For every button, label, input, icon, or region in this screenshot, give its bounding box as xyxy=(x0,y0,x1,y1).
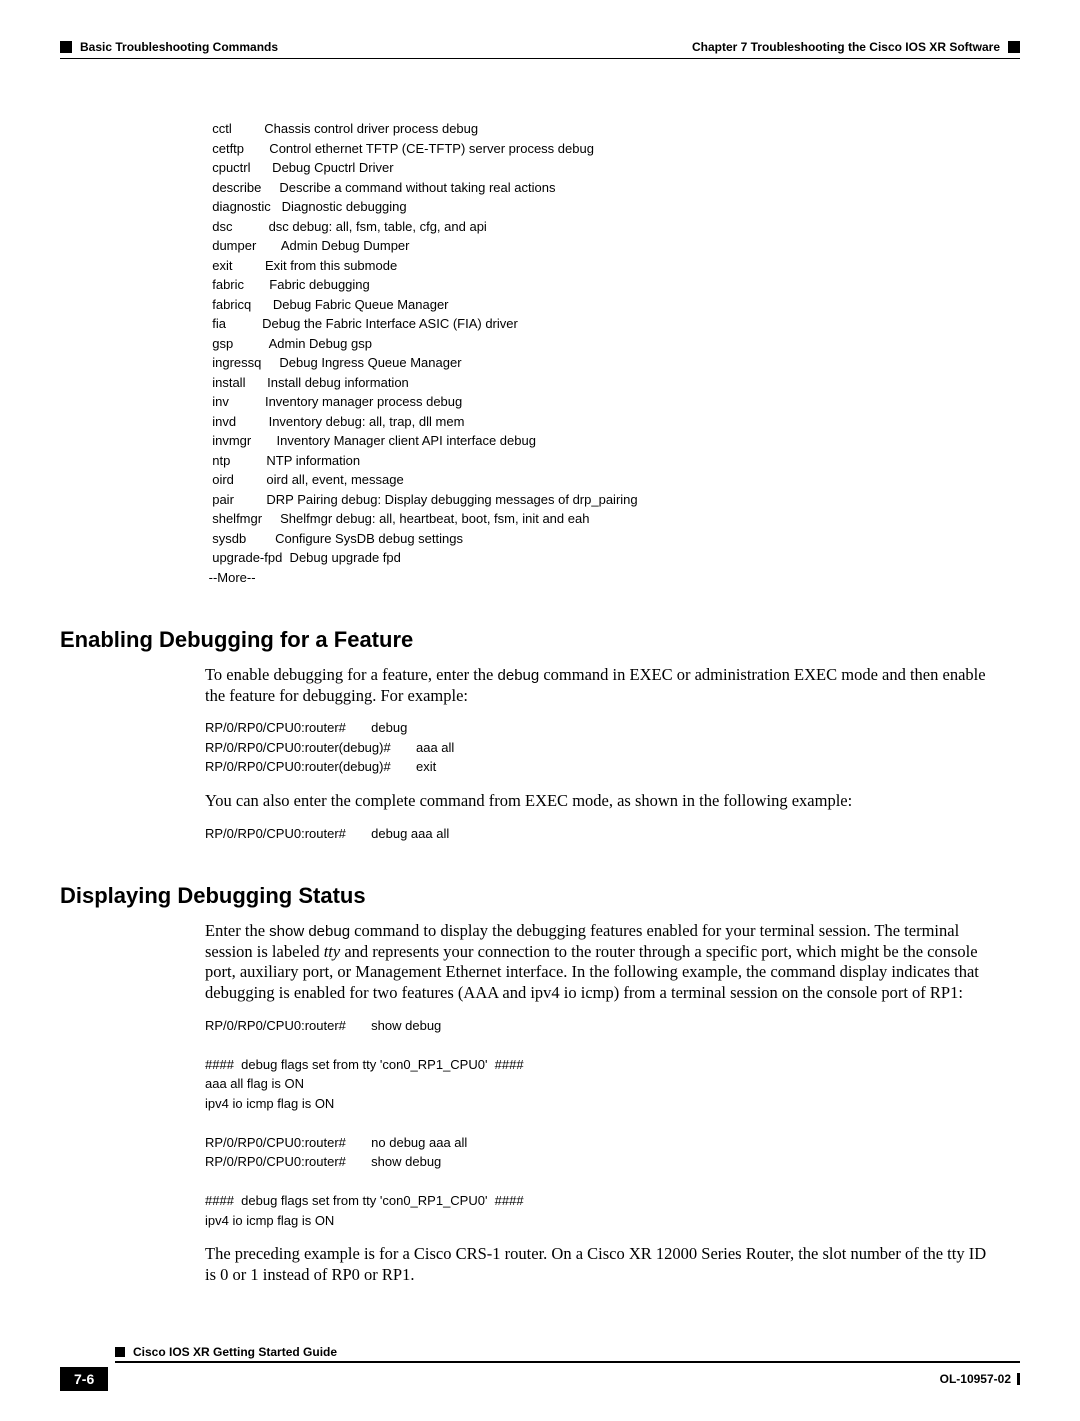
section-heading-displaying: Displaying Debugging Status xyxy=(60,883,1020,909)
section-heading-enabling: Enabling Debugging for a Feature xyxy=(60,627,1020,653)
section2-paragraph2: The preceding example is for a Cisco CRS… xyxy=(205,1244,1000,1285)
ol-bar-icon xyxy=(1017,1373,1020,1385)
header-marker-icon xyxy=(60,41,72,53)
footer-marker-icon xyxy=(115,1347,125,1357)
header-marker-icon xyxy=(1008,41,1020,53)
section1-code1: RP/0/RP0/CPU0:router# debug RP/0/RP0/CPU… xyxy=(205,718,1020,777)
footer-divider xyxy=(115,1361,1020,1363)
show-debug-command-inline: show debug xyxy=(269,923,350,940)
debug-command-inline: debug xyxy=(498,667,540,684)
document-ol-number: OL-10957-02 xyxy=(940,1372,1020,1386)
section1-paragraph2: You can also enter the complete command … xyxy=(205,791,1000,812)
section2-code1: RP/0/RP0/CPU0:router# show debug #### de… xyxy=(205,1016,1020,1231)
tty-term: tty xyxy=(324,942,341,961)
footer-guide-title: Cisco IOS XR Getting Started Guide xyxy=(133,1345,337,1359)
header-chapter-label: Chapter 7 Troubleshooting the Cisco IOS … xyxy=(692,40,1000,54)
page-number-badge: 7-6 xyxy=(60,1367,108,1391)
section2-paragraph1: Enter the show debug command to display … xyxy=(205,921,1000,1004)
page-footer: Cisco IOS XR Getting Started Guide 7-6 O… xyxy=(60,1345,1020,1391)
section1-code2: RP/0/RP0/CPU0:router# debug aaa all xyxy=(205,824,1020,844)
section1-paragraph1: To enable debugging for a feature, enter… xyxy=(205,665,1000,706)
header-section-label: Basic Troubleshooting Commands xyxy=(80,40,278,54)
page-header: Basic Troubleshooting Commands Chapter 7… xyxy=(60,40,1020,56)
debug-options-list: cctl Chassis control driver process debu… xyxy=(205,119,1020,587)
